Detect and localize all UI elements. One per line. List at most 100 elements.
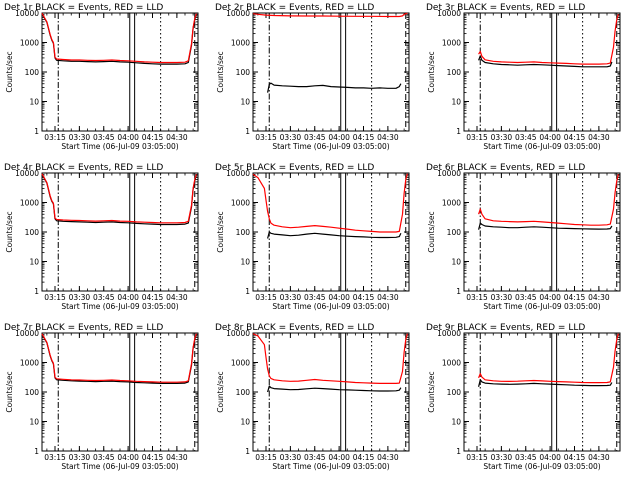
chart-panel-2: Det 2r BLACK = Events, RED = LLD 1 10 100 10…: [215, 3, 410, 151]
x-tick-label: 03:45: [515, 293, 537, 302]
plot-frame: [252, 12, 410, 132]
x-tick-label: 03:45: [304, 133, 326, 142]
y-tick-label: 1000: [442, 39, 461, 48]
x-tick-label: 03:45: [515, 133, 537, 142]
x-tick-label: 03:15: [466, 453, 488, 462]
y-tick-label: 1: [34, 127, 39, 136]
x-tick-label: 03:30: [491, 293, 513, 302]
y-tick-label: 1000: [20, 39, 39, 48]
x-tick-label: 04:30: [588, 293, 610, 302]
y-axis-label: Counts/sec: [5, 371, 14, 412]
x-tick-label: 04:15: [564, 293, 586, 302]
x-tick-label: 04:15: [353, 293, 375, 302]
y-tick-label: 10000: [437, 9, 461, 18]
y-tick-label: 100: [236, 228, 251, 237]
plot-frame: [41, 332, 199, 452]
x-axis-label: Start Time (06-Jul-09 03:05:00): [61, 302, 178, 311]
y-axis-label: Counts/sec: [427, 371, 436, 412]
series-line-events: [267, 385, 402, 393]
y-tick-label: 10: [240, 98, 250, 107]
y-axis-label: Counts/sec: [5, 211, 14, 252]
series-line-lld: [252, 333, 408, 384]
x-tick-label: 03:45: [515, 453, 537, 462]
series-line-lld: [478, 14, 619, 65]
series-line-lld: [478, 174, 619, 226]
y-tick-label: 1: [245, 287, 250, 296]
chart-title: Det 4r BLACK = Events, RED = LLD: [4, 163, 163, 173]
series-line-lld: [252, 12, 408, 18]
y-tick-label: 1: [456, 447, 461, 456]
y-axis-label: Counts/sec: [216, 51, 225, 92]
chart-title: Det 3r BLACK = Events, RED = LLD: [426, 3, 585, 13]
y-tick-label: 1000: [20, 199, 39, 208]
y-tick-label: 1: [456, 287, 461, 296]
series-line-lld: [41, 13, 197, 64]
y-tick-label: 1000: [231, 39, 250, 48]
chart-title: Det 8r BLACK = Events, RED = LLD: [215, 323, 374, 333]
x-tick-label: 04:30: [166, 453, 188, 462]
chart-panel-8: Det 8r BLACK = Events, RED = LLD 1 10 100 10…: [215, 323, 410, 471]
y-tick-label: 10: [29, 258, 39, 267]
series-line-events: [267, 82, 402, 93]
y-tick-label: 1: [34, 287, 39, 296]
x-tick-label: 03:15: [44, 293, 66, 302]
y-tick-label: 1: [245, 127, 250, 136]
x-tick-label: 04:30: [377, 453, 399, 462]
x-tick-label: 04:15: [142, 453, 164, 462]
x-axis-label: Start Time (06-Jul-09 03:05:00): [483, 302, 600, 311]
y-tick-label: 100: [236, 68, 251, 77]
plot-frame: [463, 332, 621, 452]
chart-panel-9: Det 9r BLACK = Events, RED = LLD 1 10 100 10…: [426, 323, 621, 471]
x-tick-label: 03:15: [255, 453, 277, 462]
y-tick-label: 10000: [226, 9, 250, 18]
series-line-lld: [478, 333, 619, 384]
x-tick-label: 04:30: [166, 133, 188, 142]
x-tick-label: 03:15: [255, 293, 277, 302]
plot-frame: [463, 12, 621, 132]
y-tick-label: 1000: [20, 359, 39, 368]
x-tick-label: 04:00: [328, 293, 350, 302]
y-tick-label: 10: [451, 98, 461, 107]
y-tick-label: 10000: [15, 9, 39, 18]
x-tick-label: 04:00: [117, 293, 139, 302]
x-tick-label: 03:45: [93, 133, 115, 142]
chart-title: Det 5r BLACK = Events, RED = LLD: [215, 163, 374, 173]
x-axis-label: Start Time (06-Jul-09 03:05:00): [272, 142, 389, 151]
y-axis-label: Counts/sec: [427, 211, 436, 252]
y-tick-label: 100: [447, 68, 462, 77]
y-tick-label: 10: [451, 258, 461, 267]
series-line-events: [41, 13, 197, 65]
y-tick-label: 10000: [437, 169, 461, 178]
series-line-lld: [41, 333, 197, 383]
x-axis-label: Start Time (06-Jul-09 03:05:00): [483, 462, 600, 471]
x-axis-label: Start Time (06-Jul-09 03:05:00): [483, 142, 600, 151]
chart-panel-4: Det 4r BLACK = Events, RED = LLD 1 10 100 10…: [4, 163, 199, 311]
chart-title: Det 9r BLACK = Events, RED = LLD: [426, 323, 585, 333]
x-tick-label: 03:15: [466, 133, 488, 142]
x-tick-label: 04:15: [353, 133, 375, 142]
y-tick-label: 10000: [226, 169, 250, 178]
x-tick-label: 04:30: [588, 453, 610, 462]
series-line-events: [41, 174, 197, 226]
x-tick-label: 04:00: [539, 293, 561, 302]
y-tick-label: 10: [240, 258, 250, 267]
x-tick-label: 03:45: [93, 293, 115, 302]
y-tick-label: 100: [236, 388, 251, 397]
x-tick-label: 04:15: [564, 453, 586, 462]
x-tick-label: 04:15: [564, 133, 586, 142]
x-axis-label: Start Time (06-Jul-09 03:05:00): [61, 142, 178, 151]
plot-frame: [252, 332, 410, 452]
x-tick-label: 04:30: [166, 293, 188, 302]
chart-title: Det 6r BLACK = Events, RED = LLD: [426, 163, 585, 173]
x-tick-label: 04:00: [117, 133, 139, 142]
x-tick-label: 03:30: [69, 453, 91, 462]
x-tick-label: 04:30: [377, 293, 399, 302]
series-line-events: [478, 55, 613, 68]
y-tick-label: 1: [34, 447, 39, 456]
x-tick-label: 03:30: [69, 133, 91, 142]
chart-panel-1: Det 1r BLACK = Events, RED = LLD 1 10 100 10…: [4, 3, 199, 151]
y-tick-label: 10000: [437, 329, 461, 338]
y-tick-label: 1000: [231, 199, 250, 208]
series-line-lld: [252, 173, 408, 233]
series-line-events: [41, 334, 197, 384]
